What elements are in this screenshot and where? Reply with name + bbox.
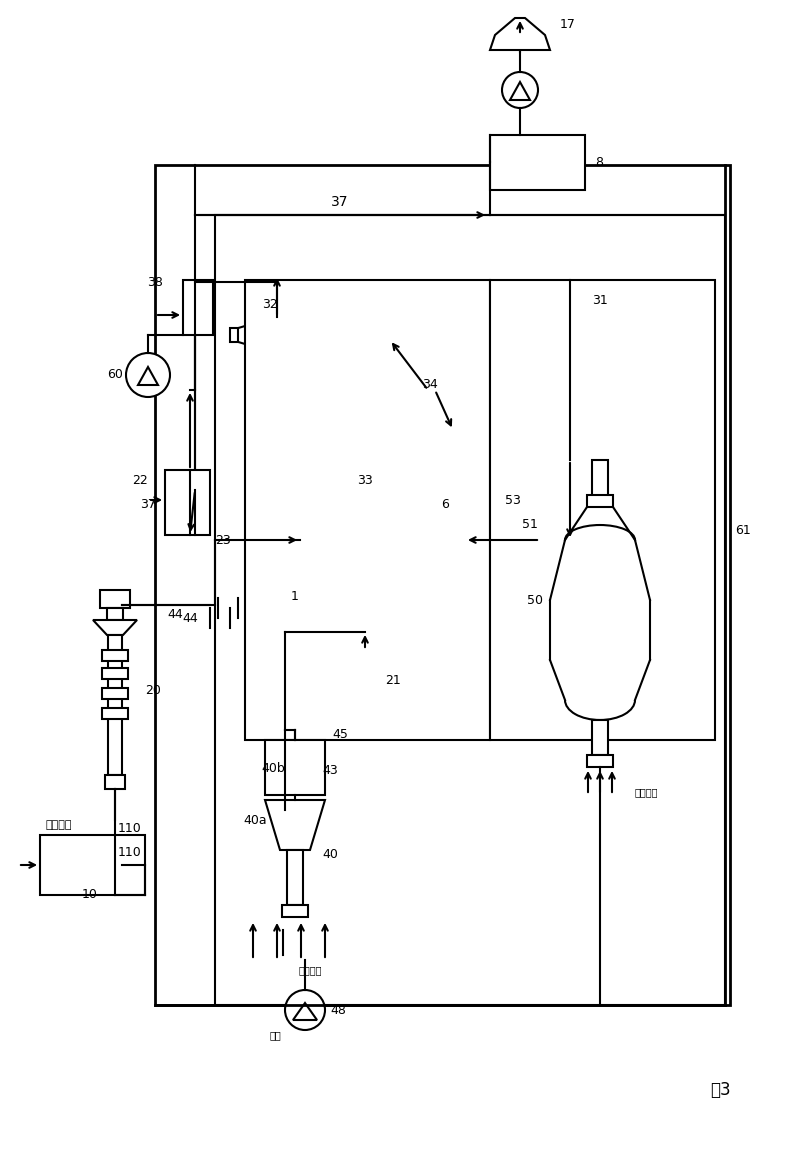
Text: 44: 44 bbox=[167, 609, 183, 622]
Bar bbox=[350, 585, 368, 619]
Bar bbox=[215, 215, 725, 1005]
Text: 21: 21 bbox=[385, 674, 401, 687]
Bar bbox=[490, 135, 585, 190]
Text: 图3: 图3 bbox=[710, 1081, 730, 1099]
Text: 10: 10 bbox=[82, 889, 98, 901]
Bar bbox=[364, 495, 376, 586]
Bar bbox=[255, 317, 320, 353]
Polygon shape bbox=[293, 1003, 317, 1020]
Text: 43: 43 bbox=[322, 763, 338, 776]
Bar bbox=[102, 708, 128, 719]
Polygon shape bbox=[265, 800, 325, 850]
Text: 17: 17 bbox=[560, 19, 576, 31]
Text: 45: 45 bbox=[332, 728, 348, 741]
Bar bbox=[402, 585, 420, 619]
Bar bbox=[282, 905, 308, 918]
Text: 61: 61 bbox=[735, 523, 750, 536]
Polygon shape bbox=[235, 322, 255, 347]
Text: 32: 32 bbox=[262, 298, 278, 312]
Text: 37: 37 bbox=[140, 499, 156, 512]
Bar bbox=[587, 495, 613, 507]
Polygon shape bbox=[320, 322, 338, 347]
Bar bbox=[287, 850, 303, 905]
Bar bbox=[230, 328, 238, 342]
Bar bbox=[338, 328, 346, 342]
Polygon shape bbox=[138, 367, 158, 385]
Text: 6: 6 bbox=[441, 499, 449, 512]
Text: 44: 44 bbox=[182, 611, 198, 624]
Circle shape bbox=[285, 989, 325, 1030]
Text: 40: 40 bbox=[322, 848, 338, 862]
Bar bbox=[102, 688, 128, 699]
Bar bbox=[340, 619, 430, 632]
Bar bbox=[339, 495, 351, 586]
Bar bbox=[165, 470, 210, 535]
Polygon shape bbox=[93, 619, 137, 635]
Text: 50: 50 bbox=[527, 594, 543, 607]
Polygon shape bbox=[300, 508, 325, 572]
Text: 110: 110 bbox=[118, 821, 142, 834]
Text: 33: 33 bbox=[357, 473, 373, 486]
Text: 110: 110 bbox=[118, 846, 142, 858]
Bar bbox=[325, 503, 445, 578]
Text: 60: 60 bbox=[107, 369, 123, 382]
Bar bbox=[102, 650, 128, 661]
Bar bbox=[102, 668, 128, 679]
Text: 53: 53 bbox=[505, 493, 521, 507]
Text: 8: 8 bbox=[595, 157, 603, 169]
Text: 48: 48 bbox=[330, 1003, 346, 1016]
Text: 37: 37 bbox=[331, 195, 349, 209]
Ellipse shape bbox=[439, 433, 471, 498]
Bar bbox=[108, 635, 122, 775]
Bar bbox=[351, 682, 379, 693]
Text: 污水污泥: 污水污泥 bbox=[45, 820, 71, 831]
Text: 40a: 40a bbox=[243, 813, 267, 826]
Polygon shape bbox=[445, 508, 465, 572]
Polygon shape bbox=[490, 19, 550, 50]
Text: 38: 38 bbox=[147, 276, 163, 290]
Polygon shape bbox=[385, 440, 410, 470]
Text: 蒸気: 蒸気 bbox=[270, 1030, 282, 1041]
Bar bbox=[357, 650, 373, 705]
Text: 40b: 40b bbox=[261, 761, 285, 775]
Text: 1: 1 bbox=[291, 590, 299, 603]
Text: 辅助燃料: 辅助燃料 bbox=[298, 965, 322, 976]
Bar bbox=[351, 695, 379, 705]
Polygon shape bbox=[510, 82, 530, 100]
Circle shape bbox=[502, 72, 538, 108]
Bar bbox=[100, 590, 130, 608]
Bar bbox=[587, 755, 613, 767]
Bar bbox=[351, 668, 379, 677]
Text: 34: 34 bbox=[422, 378, 438, 392]
Text: 22: 22 bbox=[132, 473, 148, 486]
Circle shape bbox=[126, 353, 170, 397]
Text: 23: 23 bbox=[215, 534, 230, 546]
Bar bbox=[155, 165, 730, 1005]
Text: 辅助燃料: 辅助燃料 bbox=[635, 786, 658, 797]
Text: 51: 51 bbox=[522, 519, 538, 531]
Bar bbox=[107, 608, 123, 619]
Bar bbox=[490, 280, 715, 740]
Bar bbox=[265, 740, 325, 795]
Bar bbox=[394, 495, 406, 586]
Bar bbox=[245, 280, 490, 740]
Bar bbox=[592, 720, 608, 755]
Bar bbox=[105, 775, 125, 789]
Bar bbox=[40, 835, 145, 896]
Bar bbox=[592, 461, 608, 498]
Text: 31: 31 bbox=[592, 293, 608, 306]
Bar bbox=[183, 280, 213, 335]
Bar bbox=[340, 437, 385, 473]
Bar bbox=[351, 655, 379, 665]
Text: 20: 20 bbox=[145, 683, 161, 696]
